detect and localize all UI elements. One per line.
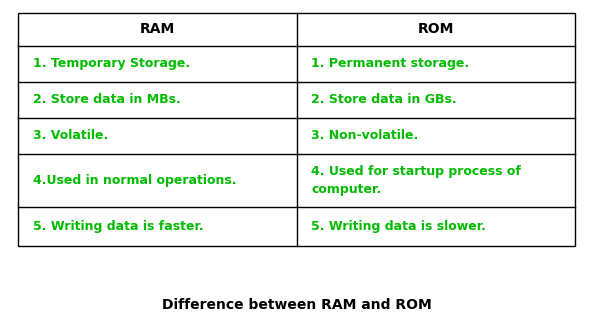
Text: 1. Permanent storage.: 1. Permanent storage. — [311, 57, 470, 70]
Bar — [18, 13, 575, 246]
Text: Difference between RAM and ROM: Difference between RAM and ROM — [162, 297, 431, 312]
Text: 4.Used in normal operations.: 4.Used in normal operations. — [33, 174, 236, 187]
Text: 2. Store data in MBs.: 2. Store data in MBs. — [33, 93, 180, 106]
Text: 3. Non-volatile.: 3. Non-volatile. — [311, 129, 419, 142]
Text: 1. Temporary Storage.: 1. Temporary Storage. — [33, 57, 190, 70]
Text: ROM: ROM — [417, 22, 454, 36]
Text: 2. Store data in GBs.: 2. Store data in GBs. — [311, 93, 457, 106]
Text: 5. Writing data is faster.: 5. Writing data is faster. — [33, 220, 203, 233]
Text: 4. Used for startup process of
computer.: 4. Used for startup process of computer. — [311, 165, 521, 196]
Text: 3. Volatile.: 3. Volatile. — [33, 129, 108, 142]
Text: 5. Writing data is slower.: 5. Writing data is slower. — [311, 220, 486, 233]
Text: RAM: RAM — [139, 22, 175, 36]
